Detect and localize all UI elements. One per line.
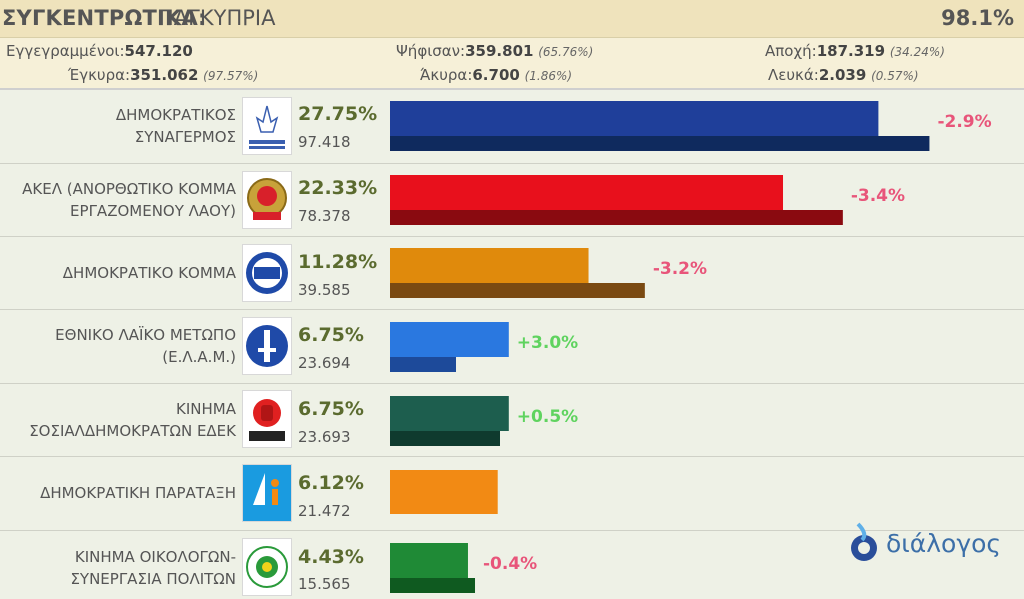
party-votes-akel: 78.378 [298,207,351,225]
bar-previous-2 [390,283,645,298]
party-pct-dipa: 6.12% [298,472,364,494]
party-votes-dipa: 21.472 [298,502,351,520]
dialogos-brand: διάλογος [848,520,1008,568]
header-bar: ΣΥΓΚΕΝΤΡΩΤΙΚΑ: ΠΑΓΚΥΠΡΙΑ 98.1% [0,0,1024,38]
change-label-3: +3.0% [517,333,578,353]
change-label-2: -3.2% [653,259,707,279]
bar-current-3 [390,322,509,357]
party-name-dipa: ΔΗΜΟΚΡΑΤΙΚΗ ΠΑΡΑΤΑΞΗ [40,484,236,502]
edek-logo-icon [242,390,292,448]
stat-blank: Λευκά:2.039 (0.57%) [768,66,919,84]
change-label-0: -2.9% [937,112,991,132]
party-votes-disy: 97.418 [298,133,351,151]
party-votes-elam: 23.694 [298,354,351,372]
bar-previous-6 [390,578,476,593]
stat-voted: Ψήφισαν:359.801 (65.76%) [396,42,594,60]
bar-previous-0 [390,136,930,151]
party-votes-greens: 15.565 [298,575,351,593]
bar-current-6 [390,543,468,578]
bar-current-4 [390,396,509,431]
greens-logo-icon [242,538,292,596]
disy-logo-icon [242,97,292,155]
stat-invalid: Άκυρα:6.700 (1.86%) [420,66,573,84]
diko-logo-icon [242,244,292,302]
bar-previous-1 [390,210,843,225]
header-region: ΠΑΓΚΥΠΡΙΑ [158,6,276,30]
party-pct-akel: 22.33% [298,177,378,199]
dialogos-drop-icon [851,522,877,561]
row-divider [0,236,1024,237]
brand-name: διάλογος [886,529,1002,558]
counted-percentage: 98.1% [941,6,1014,30]
bar-current-1 [390,175,784,210]
stat-valid: Έγκυρα:351.062 (97.57%) [68,66,259,84]
bar-previous-3 [390,357,456,372]
party-name-disy: ΔΗΜΟΚΡΑΤΙΚΟΣ ΣΥΝΑΓΕΡΜΟΣ [115,106,236,146]
party-name-edek: ΚΙΝΗΜΑ ΣΟΣΙΑΛΔΗΜΟΚΡΑΤΩΝ ΕΔΕΚ [29,400,236,440]
party-pct-diko: 11.28% [298,251,378,273]
party-pct-disy: 27.75% [298,103,378,125]
party-name-elam: ΕΘΝΙΚΟ ΛΑΪΚΟ ΜΕΤΩΠΟ (Ε.Λ.Α.Μ.) [55,326,236,366]
party-pct-greens: 4.43% [298,546,364,568]
row-divider [0,530,1024,531]
bar-previous-4 [390,431,500,446]
bar-current-5 [390,470,498,514]
bar-current-2 [390,248,589,283]
change-label-6: -0.4% [483,554,537,574]
party-name-akel: ΑΚΕΛ (ΑΝΟΡΘΩΤΙΚΟ ΚΟΜΜΑ ΕΡΓΑΖΟΜΕΝΟΥ ΛΑΟΥ) [22,180,236,220]
turnout-stats: Εγγεγραμμένοι:547.120 Ψήφισαν:359.801 (6… [0,38,1024,90]
header-title: ΣΥΓΚΕΝΤΡΩΤΙΚΑ: [2,6,207,30]
party-pct-edek: 6.75% [298,398,364,420]
stat-abstention: Αποχή:187.319 (34.24%) [765,42,945,60]
row-divider [0,383,1024,384]
stat-registered: Εγγεγραμμένοι:547.120 [6,42,193,60]
change-label-1: -3.4% [851,186,905,206]
party-name-diko: ΔΗΜΟΚΡΑΤΙΚΟ ΚΟΜΜΑ [62,264,236,282]
change-label-4: +0.5% [517,407,578,427]
party-pct-elam: 6.75% [298,324,364,346]
dipa-logo-icon [242,464,292,522]
elam-logo-icon [242,317,292,375]
bar-current-0 [390,101,879,136]
row-divider [0,309,1024,310]
party-votes-diko: 39.585 [298,281,351,299]
row-divider [0,163,1024,164]
akel-logo-icon [242,171,292,229]
row-divider [0,456,1024,457]
party-name-greens: ΚΙΝΗΜΑ ΟΙΚΟΛΟΓΩΝ- ΣΥΝΕΡΓΑΣΙΑ ΠΟΛΙΤΩΝ [70,548,236,588]
party-votes-edek: 23.693 [298,428,351,446]
